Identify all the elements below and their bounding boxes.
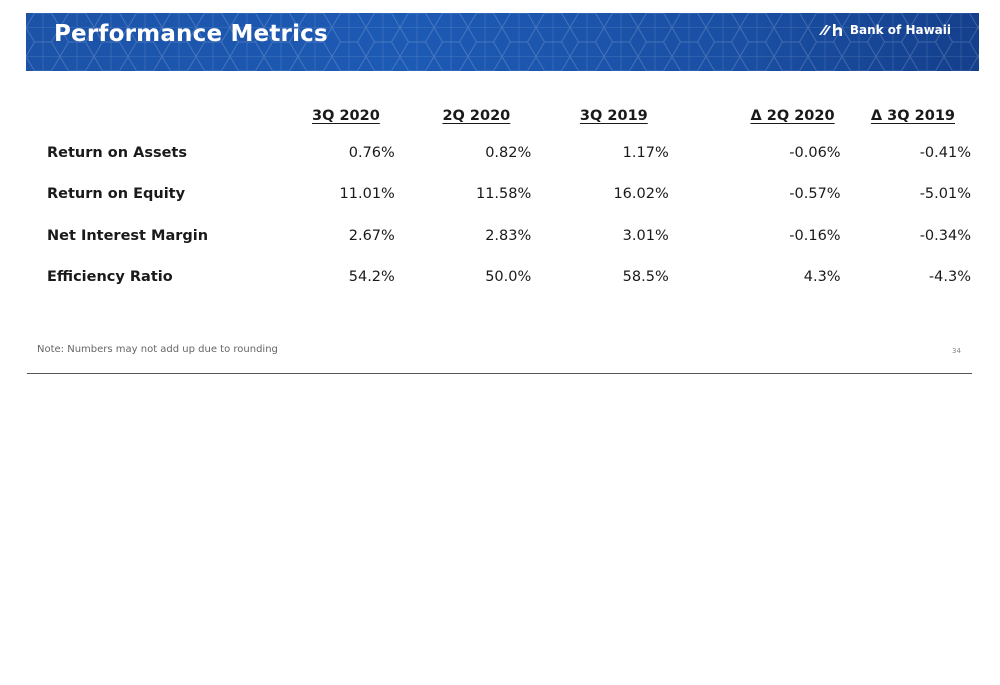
table-cell: 50.0%: [485, 269, 532, 286]
table-cell: 0.76%: [348, 144, 395, 161]
table-cell: 58.5%: [622, 269, 669, 286]
performance-metrics-table: 3Q 2020 2Q 2020 3Q 2019 Δ 2Q 2020 Δ 3Q 2…: [36, 100, 971, 298]
row-label: Return on Equity: [47, 186, 186, 203]
table-cell: -0.16%: [789, 227, 841, 244]
table-cell: 11.01%: [339, 186, 395, 203]
bank-of-hawaii-logo-icon: [818, 24, 842, 36]
row-label: Return on Assets: [47, 144, 187, 161]
brand-name: Bank of Hawaii: [849, 23, 951, 37]
table-cell: 54.2%: [348, 269, 395, 286]
table-cell: -0.57%: [789, 186, 841, 203]
bank-logo: Bank of Hawaii: [818, 22, 951, 38]
table-cell: -4.3%: [928, 269, 971, 286]
table-cell: 3.01%: [622, 227, 669, 244]
table-header-row: 3Q 2020 2Q 2020 3Q 2019 Δ 2Q 2020 Δ 3Q 2…: [36, 100, 971, 132]
slide-title: Performance Metrics: [54, 21, 328, 47]
table-row: Net Interest Margin 2.67% 2.83% 3.01% -0…: [36, 215, 971, 257]
table-cell: 11.58%: [475, 186, 532, 203]
banner-pattern-decoration: [26, 13, 979, 71]
footnote: Note: Numbers may not add up due to roun…: [37, 344, 278, 355]
page-number: 34: [952, 347, 961, 355]
table-row: Efficiency Ratio 54.2% 50.0% 58.5% 4.3% …: [36, 257, 971, 299]
footer-divider: [27, 373, 972, 374]
table-cell: -5.01%: [919, 186, 971, 203]
column-header: 3Q 2020: [312, 108, 380, 124]
table-cell: 16.02%: [613, 186, 669, 203]
table-row: Return on Assets 0.76% 0.82% 1.17% -0.06…: [36, 132, 971, 174]
table-cell: 4.3%: [803, 269, 841, 286]
column-header: Δ 3Q 2019: [870, 108, 955, 124]
title-banner: Performance Metrics Bank of Hawaii: [26, 13, 979, 71]
table-cell: 0.82%: [485, 144, 532, 161]
table-row: Return on Equity 11.01% 11.58% 16.02% -0…: [36, 174, 971, 216]
table-cell: -0.06%: [789, 144, 841, 161]
row-label-header: [36, 100, 271, 132]
table-cell: 2.83%: [485, 227, 532, 244]
table-cell: 2.67%: [348, 227, 395, 244]
column-header: 3Q 2019: [579, 108, 648, 124]
column-header: 2Q 2020: [442, 108, 511, 124]
table-cell: -0.34%: [919, 227, 971, 244]
table-cell: -0.41%: [919, 144, 971, 161]
row-label: Efficiency Ratio: [47, 269, 173, 286]
row-label: Net Interest Margin: [47, 227, 209, 244]
table-cell: 1.17%: [622, 144, 669, 161]
column-header: Δ 2Q 2020: [750, 108, 835, 124]
